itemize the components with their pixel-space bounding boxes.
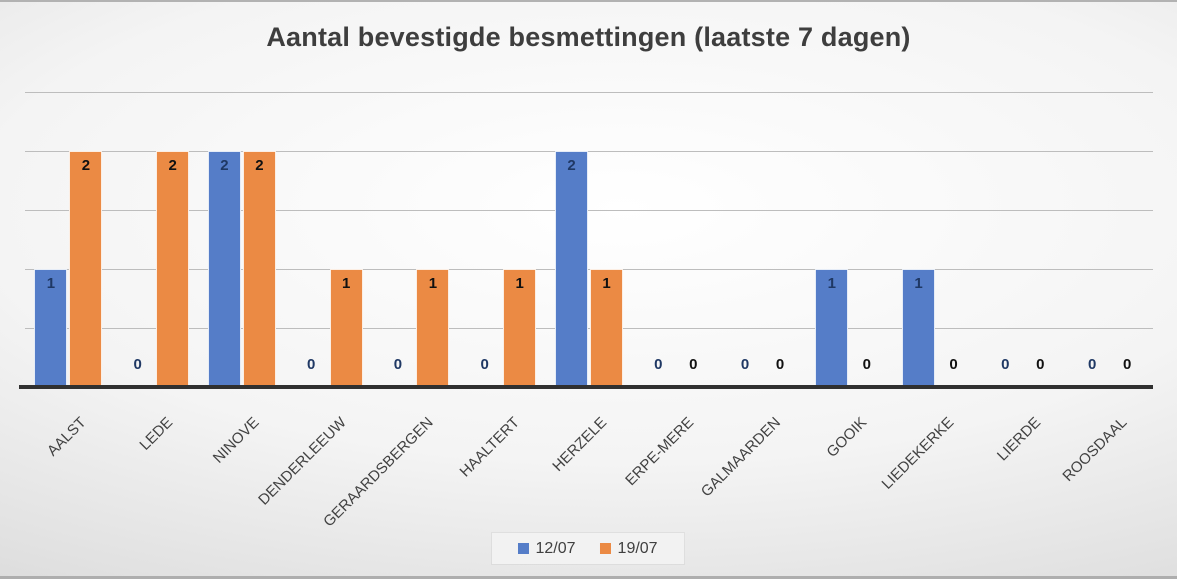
bar-19/07-DENDERLEEUW [329, 269, 363, 387]
plot-area: 1 0 2 0 0 0 2 0 0 1 1 0 0 2 2 2 1 1 1 1 0 0 0 0 0 0 [19, 92, 1153, 389]
x-axis-label-LIERDE: LIERDE [993, 414, 1044, 465]
data-label: 0 [775, 356, 785, 373]
data-label: 0 [654, 356, 663, 373]
data-label: 2 [168, 157, 177, 174]
bar-12/07-HERZELE [555, 151, 588, 387]
data-label: 1 [428, 275, 438, 292]
bar-19/07-HAALTERT [503, 269, 537, 387]
gridline [25, 328, 1153, 329]
legend-item-series1: 12/07 [517, 539, 576, 558]
gridline [25, 269, 1153, 270]
bar-12/07-AALST [34, 269, 68, 387]
x-axis-label-GALMAARDEN: GALMAARDEN [697, 414, 784, 501]
data-label: 0 [307, 356, 316, 373]
data-label: 2 [81, 157, 91, 174]
x-axis-label-GOOIK: GOOIK [823, 414, 871, 461]
data-label: 2 [567, 157, 576, 174]
data-label: 2 [255, 157, 264, 174]
x-axis-label-LIEDEKERKE: LIEDEKERKE [878, 414, 958, 493]
bar-19/07-GERAARDSBERGEN [416, 269, 450, 387]
x-axis-line [19, 385, 1153, 389]
x-axis-label-LEDE: LEDE [136, 414, 177, 454]
data-label: 0 [689, 356, 698, 373]
chart-title: Aantal bevestigde besmettingen (laatste … [266, 22, 911, 52]
x-axis-label-DENDERLEEUW: DENDERLEEUW [255, 414, 350, 509]
legend-swatch-orange [599, 543, 611, 554]
bar-19/07-HERZELE [590, 269, 623, 387]
bar-19/07-LEDE [156, 151, 190, 387]
data-label: 0 [1001, 356, 1010, 373]
data-label: 1 [515, 275, 524, 292]
bar-19/07-NINOVE [242, 151, 276, 387]
gridline [25, 210, 1153, 211]
data-label: 1 [46, 275, 56, 292]
data-label: 0 [1087, 356, 1097, 373]
data-label: 1 [914, 275, 923, 292]
data-label: 0 [1036, 356, 1045, 373]
gridline [25, 92, 1153, 93]
bar-12/07-GOOIK [815, 269, 849, 387]
x-axis-label-HAALTERT: HAALTERT [456, 414, 524, 481]
data-label: 2 [220, 157, 229, 174]
data-label: 1 [827, 275, 836, 292]
legend-label-series2: 19/07 [617, 539, 658, 557]
data-label: 1 [602, 275, 611, 292]
bar-19/07-AALST [69, 151, 103, 387]
data-label: 0 [1122, 356, 1132, 373]
bar-12/07-NINOVE [207, 151, 241, 387]
data-label: 0 [133, 356, 142, 373]
gridline [25, 151, 1153, 152]
x-axis-label-HERZELE: HERZELE [549, 414, 611, 475]
data-label: 0 [862, 356, 871, 373]
legend-swatch-blue [517, 543, 529, 554]
legend-label-series1: 12/07 [535, 539, 576, 557]
data-label: 0 [393, 356, 403, 373]
data-label: 0 [949, 356, 958, 373]
chart-legend: 12/07 19/07 [491, 533, 684, 564]
data-label: 0 [740, 356, 750, 373]
legend-item-series2: 19/07 [599, 539, 658, 558]
x-axis-label-ROOSDAAL: ROOSDAAL [1059, 414, 1131, 485]
data-label: 0 [480, 356, 489, 373]
x-axis-label-ERPE-MERE: ERPE-MERE [621, 414, 697, 490]
x-axis-label-AALST: AALST [43, 414, 90, 460]
x-axis-label-NINOVE: NINOVE [210, 414, 263, 467]
data-label: 1 [342, 275, 351, 292]
